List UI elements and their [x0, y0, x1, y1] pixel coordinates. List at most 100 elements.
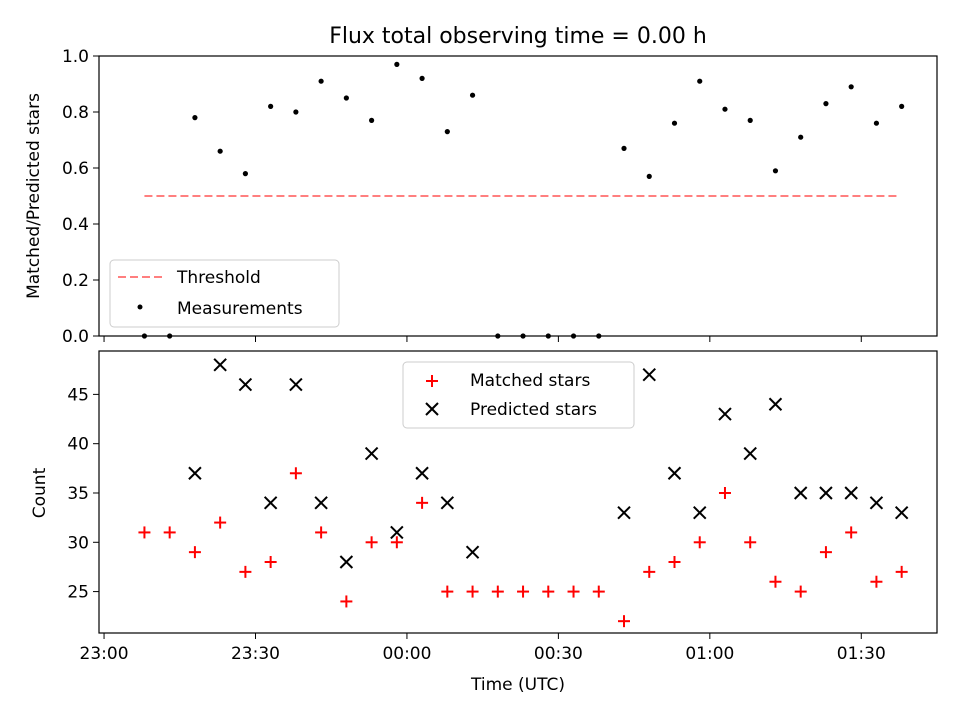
top-axes-frame	[98, 55, 938, 337]
measurement-point	[570, 333, 577, 339]
predicted-point	[693, 505, 707, 520]
measurement-point	[646, 173, 652, 179]
predicted-point	[819, 486, 833, 500]
measurement-point	[697, 78, 703, 84]
bottom-y-tick-label: 35	[67, 484, 89, 504]
predicted-point	[289, 377, 303, 392]
predicted-point	[743, 446, 757, 461]
top-legend: Threshold Measurements	[109, 259, 340, 328]
x-tick-label: 23:00	[80, 644, 129, 664]
measurement-point	[192, 115, 198, 121]
matched-point	[845, 526, 858, 539]
matched-point	[214, 516, 227, 529]
top-y-tick-label: 0.4	[62, 215, 89, 235]
matched-point	[718, 486, 731, 499]
matched-point	[618, 615, 631, 628]
measurement-point	[469, 92, 476, 98]
measurement-point	[318, 78, 324, 84]
predicted-point	[894, 505, 909, 520]
measurement-point	[217, 148, 223, 154]
matched-point	[441, 585, 454, 598]
matched-point	[188, 546, 201, 559]
matched-point	[819, 546, 832, 559]
chart-title: Flux total observing time = 0.00 h	[329, 24, 707, 49]
measurement-point	[394, 61, 400, 67]
predicted-point	[465, 545, 480, 559]
predicted-point	[263, 496, 278, 510]
bottom-legend-box	[402, 361, 635, 429]
bottom-y-axis-label: Count	[30, 467, 50, 518]
matched-point	[870, 575, 883, 588]
predicted-point	[440, 496, 455, 510]
measurement-point	[798, 134, 804, 140]
matched-point	[895, 565, 908, 578]
measurement-point	[747, 117, 753, 123]
predicted-point	[768, 397, 783, 411]
x-tick-label: 01:30	[837, 644, 886, 664]
matched-point	[693, 536, 706, 549]
x-tick-label: 01:00	[685, 644, 734, 664]
matched-point	[239, 565, 252, 578]
predicted-point	[364, 446, 379, 461]
matched-point	[416, 496, 429, 509]
matched-point	[542, 585, 555, 598]
bottom-x-ticks: 23:00 23:30 00:00 00:30 01:00 01:30	[80, 633, 886, 664]
measurement-point	[141, 333, 148, 339]
bottom-legend: Matched stars Predicted stars	[402, 361, 635, 429]
predicted-point	[238, 377, 253, 392]
top-y-tick-label: 0.0	[62, 327, 89, 347]
matched-point	[668, 556, 681, 569]
measurement-point	[899, 103, 905, 109]
matched-point	[340, 595, 353, 608]
matched-point	[390, 536, 403, 549]
top-x-ticks	[103, 336, 862, 342]
top-y-ticks: 0.0 0.2 0.4 0.6 0.8 1.0	[62, 47, 99, 347]
matched-point	[592, 585, 605, 598]
x-axis-label: Time (UTC)	[470, 675, 565, 695]
legend-threshold-label: Threshold	[176, 268, 261, 288]
matched-point	[264, 556, 277, 569]
measurement-point	[419, 75, 425, 81]
matched-point	[794, 585, 807, 598]
measurement-point	[848, 84, 854, 90]
matched-point	[289, 467, 302, 480]
predicted-point	[617, 505, 631, 520]
legend-measurements-label: Measurements	[177, 299, 303, 319]
predicted-point	[415, 466, 429, 480]
bottom-y-tick-label: 40	[67, 435, 89, 455]
measurement-point	[520, 333, 526, 339]
measurement-point	[268, 103, 274, 109]
predicted-point	[844, 486, 858, 500]
measurement-point	[873, 120, 880, 126]
top-y-axis-label: Matched/Predicted stars	[24, 93, 44, 299]
top-legend-box	[109, 259, 340, 328]
predicted-point	[869, 496, 884, 510]
predicted-point	[314, 496, 328, 510]
predicted-point	[213, 358, 227, 372]
matched-point	[567, 585, 580, 598]
measurement-point	[722, 106, 728, 112]
legend-predicted-swatch	[425, 402, 439, 416]
matched-point	[643, 565, 656, 578]
predicted-point	[718, 407, 732, 421]
predicted-point	[390, 525, 404, 540]
matched-point	[466, 585, 479, 598]
matched-point	[315, 526, 328, 539]
measurement-point	[545, 333, 551, 339]
predicted-point	[642, 367, 656, 382]
matched-point	[365, 536, 378, 549]
legend-matched-swatch	[426, 375, 438, 387]
bottom-y-tick-label: 45	[67, 385, 89, 405]
x-tick-label: 00:00	[382, 644, 431, 664]
bottom-y-tick-label: 30	[67, 533, 89, 553]
top-y-tick-label: 1.0	[62, 47, 89, 67]
top-y-tick-label: 0.6	[62, 159, 89, 179]
predicted-point	[793, 486, 808, 500]
measurement-point	[823, 101, 829, 107]
predicted-point	[188, 466, 202, 480]
measurement-point	[293, 109, 299, 115]
measurement-point	[167, 333, 173, 339]
top-panel: 0.0 0.2 0.4 0.6 0.8 1.0 Matched/Predicted sta…	[24, 47, 938, 347]
measurement-point	[242, 171, 248, 177]
